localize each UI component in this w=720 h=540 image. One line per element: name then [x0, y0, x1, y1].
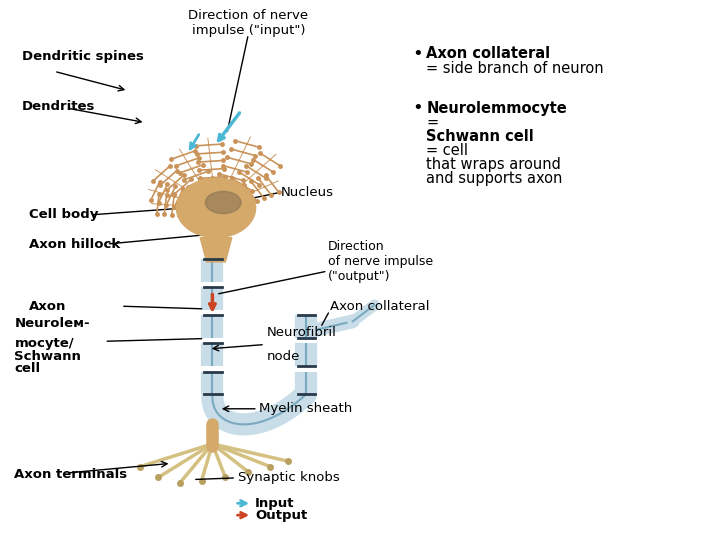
- Text: Axon hillock: Axon hillock: [29, 238, 120, 251]
- Text: Synaptic knobs: Synaptic knobs: [238, 471, 339, 484]
- Text: Direction
of nerve impulse
("output"): Direction of nerve impulse ("output"): [328, 240, 433, 284]
- Text: Neurolemmocyte: Neurolemmocyte: [426, 100, 567, 116]
- Text: Schwann cell: Schwann cell: [426, 129, 534, 144]
- Text: Neurofibril: Neurofibril: [266, 326, 336, 339]
- Text: mocyte/: mocyte/: [14, 338, 74, 350]
- Text: and supports axon: and supports axon: [426, 171, 562, 186]
- Text: Output: Output: [255, 509, 307, 522]
- Text: Schwann: Schwann: [14, 350, 81, 363]
- Text: node: node: [266, 350, 300, 363]
- Text: •: •: [412, 45, 423, 63]
- Polygon shape: [200, 238, 232, 262]
- Text: = cell: = cell: [426, 143, 468, 158]
- Ellipse shape: [205, 191, 241, 214]
- Text: Neurolем-: Neurolем-: [14, 318, 90, 330]
- Text: Axon collateral: Axon collateral: [330, 300, 429, 313]
- Text: •: •: [412, 99, 423, 117]
- Text: cell: cell: [14, 362, 40, 375]
- Text: Dendrites: Dendrites: [22, 100, 95, 113]
- Text: Cell body: Cell body: [29, 208, 98, 221]
- Text: = side branch of neuron: = side branch of neuron: [426, 60, 604, 76]
- Text: Dendritic spines: Dendritic spines: [22, 50, 143, 63]
- Text: that wraps around: that wraps around: [426, 157, 561, 172]
- Text: Axon collateral: Axon collateral: [426, 46, 550, 62]
- Text: Axon terminals: Axon terminals: [14, 468, 127, 481]
- Ellipse shape: [176, 178, 256, 238]
- Text: =: =: [426, 114, 438, 130]
- Text: Direction of nerve
impulse ("input"): Direction of nerve impulse ("input"): [189, 9, 308, 37]
- Text: Axon: Axon: [29, 300, 66, 313]
- Text: Nucleus: Nucleus: [281, 186, 334, 199]
- Text: Input: Input: [255, 497, 294, 510]
- Text: Myelin sheath: Myelin sheath: [259, 402, 353, 415]
